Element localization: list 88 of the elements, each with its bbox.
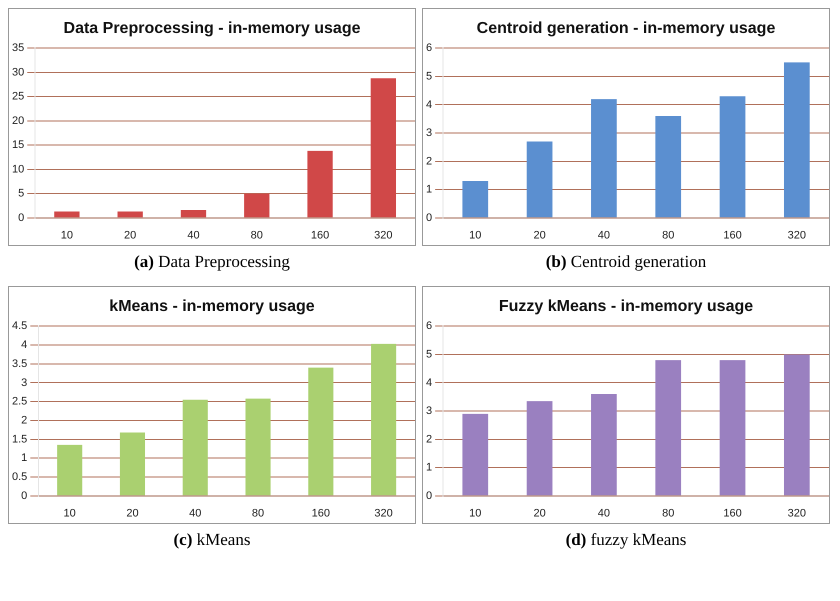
text: (d) fuzzy kMeans — [566, 530, 686, 549]
bar — [784, 62, 810, 218]
bar — [371, 344, 396, 496]
x-tick-label: 40 — [189, 507, 202, 520]
y-tick-label: 0 — [21, 490, 28, 502]
chart-title: Data Preprocessing - in-memory usage — [64, 20, 361, 38]
bar — [245, 398, 271, 496]
bar — [526, 401, 552, 496]
bar — [307, 150, 333, 218]
y-tick-label: 4.5 — [12, 320, 28, 332]
x-tick-label: 320 — [788, 507, 806, 520]
y-tick-label: 1 — [21, 452, 28, 464]
y-tick-label: 0.5 — [12, 470, 28, 483]
y-tick-label: 0 — [426, 490, 432, 502]
bar — [526, 141, 552, 218]
bar — [591, 394, 617, 496]
x-tick-label: 160 — [312, 507, 330, 520]
x-tick-label: 80 — [250, 229, 263, 242]
y-tick-label: 2 — [21, 414, 28, 426]
y-tick-label: 30 — [12, 66, 24, 78]
y-tick-label: 3.5 — [12, 358, 28, 370]
y-tick-label: 0 — [426, 212, 432, 224]
x-tick-label: 10 — [64, 507, 76, 520]
bar — [784, 354, 810, 496]
chart-title: Fuzzy kMeans - in-memory usage — [498, 298, 754, 316]
bar — [180, 210, 206, 218]
x-tick-label: 20 — [533, 229, 546, 242]
y-tick-label: 5 — [426, 348, 432, 360]
bar — [720, 96, 746, 218]
y-tick-label: 2 — [426, 155, 432, 168]
bar — [182, 400, 208, 496]
y-tick-label: 4 — [426, 376, 432, 389]
y-tick-label: 1 — [426, 184, 432, 196]
x-tick-label: 20 — [126, 507, 139, 520]
bar — [308, 368, 334, 496]
x-tick-label: 160 — [723, 507, 742, 520]
y-tick-label: 25 — [12, 90, 24, 103]
x-tick-label: 160 — [310, 229, 330, 242]
bar — [57, 444, 82, 496]
y-tick-label: 35 — [12, 42, 24, 54]
x-tick-label: 40 — [598, 229, 610, 242]
y-tick-label: 10 — [12, 163, 24, 176]
text: (b) Centroid generation — [546, 252, 706, 271]
y-tick-label: 3 — [21, 376, 28, 389]
x-tick-label: 320 — [788, 229, 806, 242]
y-tick-label: 3 — [426, 405, 432, 418]
y-tick-label: 2 — [426, 433, 432, 446]
y-tick-label: 1.5 — [12, 433, 28, 446]
bar — [120, 432, 146, 496]
x-tick-label: 10 — [60, 229, 74, 242]
x-tick-label: 40 — [598, 507, 610, 520]
x-tick-label: 80 — [252, 507, 264, 520]
x-tick-label: 10 — [469, 507, 482, 520]
x-tick-label: 20 — [533, 507, 546, 520]
y-tick-label: 6 — [426, 320, 432, 332]
y-tick-label: 4 — [21, 339, 28, 352]
y-tick-label: 1 — [426, 462, 432, 474]
chart-title: Centroid generation - in-memory usage — [476, 20, 776, 38]
y-tick-label: 2.5 — [12, 396, 28, 408]
y-tick-label: 20 — [12, 114, 24, 127]
y-tick-label: 0 — [18, 212, 24, 224]
y-tick-label: 5 — [426, 70, 432, 82]
x-tick-label: 80 — [662, 229, 674, 242]
bar — [462, 181, 488, 218]
text: (a) Data Preprocessing — [134, 252, 290, 271]
bar — [370, 78, 396, 218]
y-tick-label: 4 — [426, 98, 432, 111]
bar — [720, 360, 746, 496]
chart-title: kMeans - in-memory usage — [109, 298, 315, 316]
x-tick-label: 20 — [124, 229, 136, 242]
text: (c) kMeans — [174, 530, 250, 549]
x-tick-label: 80 — [662, 507, 674, 520]
bar — [462, 414, 488, 496]
x-tick-label: 160 — [723, 229, 742, 242]
y-tick-label: 6 — [426, 42, 432, 54]
bar — [54, 212, 80, 218]
bar — [655, 360, 682, 496]
x-tick-label: 40 — [187, 229, 200, 242]
x-tick-label: 320 — [374, 507, 393, 520]
bar — [118, 212, 143, 218]
y-tick-label: 15 — [12, 139, 24, 152]
bar — [244, 194, 270, 218]
y-tick-label: 5 — [18, 188, 24, 200]
bar — [655, 116, 682, 218]
x-tick-label: 10 — [469, 229, 482, 242]
bar — [591, 99, 617, 218]
y-tick-label: 3 — [426, 127, 432, 140]
x-tick-label: 320 — [374, 229, 393, 242]
